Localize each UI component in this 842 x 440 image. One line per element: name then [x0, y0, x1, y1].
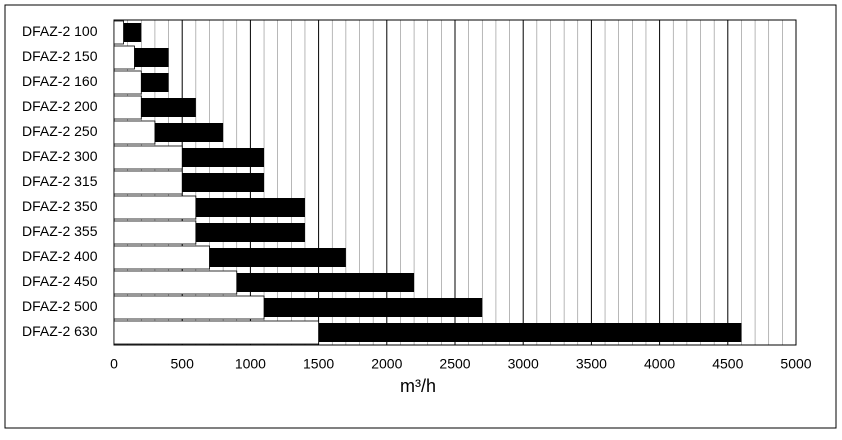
offset-bar	[113, 70, 142, 95]
offset-bar	[113, 220, 197, 245]
y-tick-label: DFAZ-2 355	[22, 223, 98, 239]
y-tick-label: DFAZ-2 315	[22, 173, 98, 189]
x-tick-label: 1000	[235, 356, 266, 372]
bar	[141, 73, 169, 92]
bar	[154, 123, 224, 142]
bar	[195, 223, 305, 242]
bar	[318, 323, 742, 342]
x-tick-label: 4000	[644, 356, 675, 372]
bar	[209, 248, 346, 267]
x-tick-label: 1500	[303, 356, 334, 372]
y-tick-label: DFAZ-2 400	[22, 248, 98, 264]
bar	[182, 173, 265, 192]
y-tick-label: DFAZ-2 250	[22, 123, 98, 139]
y-tick-label: DFAZ-2 200	[22, 98, 98, 114]
bar	[264, 298, 483, 317]
x-tick-label: 3000	[508, 356, 539, 372]
offset-bar	[113, 320, 320, 345]
x-tick-label: 500	[171, 356, 195, 372]
x-tick-label: 2500	[439, 356, 470, 372]
x-axis-label: m³/h	[400, 376, 436, 396]
x-tick-label: 2000	[371, 356, 402, 372]
y-tick-label: DFAZ-2 630	[22, 323, 98, 339]
offset-bar	[113, 295, 265, 320]
offset-bar	[113, 145, 183, 170]
y-tick-label: DFAZ-2 350	[22, 198, 98, 214]
offset-bar	[113, 245, 210, 270]
offset-bar	[113, 45, 135, 70]
offset-bar	[113, 20, 124, 45]
offset-bar	[113, 270, 238, 295]
y-tick-label: DFAZ-2 160	[22, 73, 98, 89]
x-tick-label: 5000	[780, 356, 811, 372]
bar	[134, 48, 169, 67]
y-tick-label: DFAZ-2 100	[22, 23, 98, 39]
x-tick-label: 4500	[712, 356, 743, 372]
bar	[195, 198, 305, 217]
offset-bar	[113, 120, 156, 145]
offset-bar	[113, 170, 183, 195]
y-tick-label: DFAZ-2 500	[22, 298, 98, 314]
x-tick-label: 0	[110, 356, 118, 372]
bar	[123, 23, 142, 42]
y-tick-label: DFAZ-2 450	[22, 273, 98, 289]
offset-bar	[113, 95, 142, 120]
bar	[141, 98, 196, 117]
x-tick-label: 3500	[576, 356, 607, 372]
y-tick-label: DFAZ-2 150	[22, 48, 98, 64]
offset-bar	[113, 195, 197, 220]
y-tick-label: DFAZ-2 300	[22, 148, 98, 164]
bar	[182, 148, 265, 167]
bar	[236, 273, 415, 292]
